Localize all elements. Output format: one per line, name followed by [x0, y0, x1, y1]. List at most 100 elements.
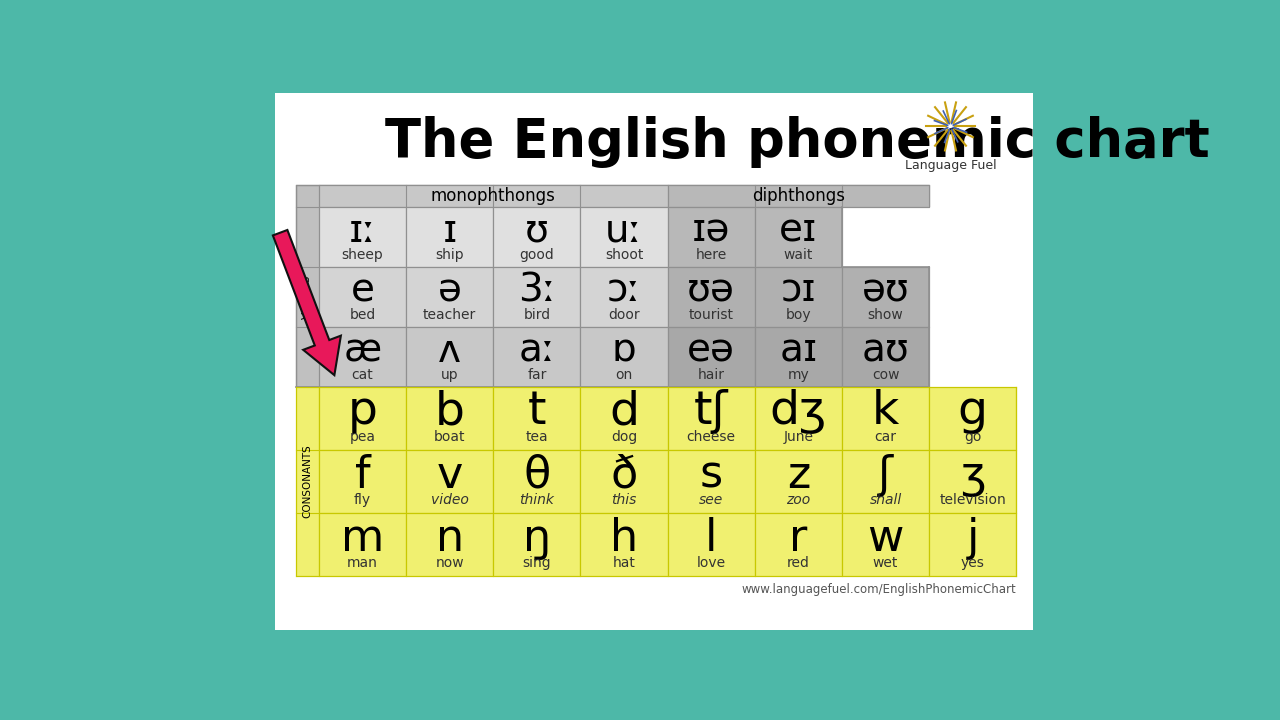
- Text: θ: θ: [524, 454, 550, 497]
- Bar: [580, 513, 668, 576]
- Bar: [493, 513, 580, 576]
- Text: m: m: [340, 517, 384, 559]
- Bar: [842, 327, 929, 387]
- Bar: [319, 387, 406, 450]
- FancyArrow shape: [273, 230, 340, 375]
- Text: on: on: [616, 368, 632, 382]
- Text: car: car: [874, 431, 896, 444]
- Text: cow: cow: [872, 368, 900, 382]
- Text: s: s: [700, 454, 723, 497]
- Text: f: f: [355, 454, 370, 497]
- Bar: [668, 513, 755, 576]
- Text: d: d: [609, 390, 639, 434]
- Bar: [319, 266, 406, 327]
- Text: æ: æ: [343, 332, 381, 369]
- Bar: [406, 327, 493, 387]
- Text: monophthongs: monophthongs: [431, 186, 556, 204]
- Text: ʊ: ʊ: [525, 212, 549, 250]
- Text: tourist: tourist: [689, 307, 733, 322]
- Text: eə: eə: [687, 332, 735, 369]
- Text: diphthongs: diphthongs: [751, 186, 845, 204]
- Bar: [493, 450, 580, 513]
- Text: p: p: [347, 390, 378, 434]
- Text: uː: uː: [605, 212, 643, 250]
- Text: z: z: [787, 454, 810, 497]
- Text: ʌ: ʌ: [438, 332, 461, 369]
- Text: CONSONANTS: CONSONANTS: [302, 444, 312, 518]
- Text: e: e: [351, 271, 375, 310]
- Text: sing: sing: [522, 557, 552, 570]
- Text: n: n: [435, 517, 463, 559]
- Bar: [668, 450, 755, 513]
- Bar: [319, 450, 406, 513]
- Text: ɪ: ɪ: [443, 212, 457, 250]
- Text: tea: tea: [526, 431, 548, 444]
- Text: my: my: [787, 368, 809, 382]
- Text: June: June: [783, 431, 813, 444]
- Bar: [580, 266, 668, 327]
- Text: cheese: cheese: [686, 431, 736, 444]
- Text: teacher: teacher: [422, 307, 476, 322]
- Bar: [319, 207, 406, 266]
- Bar: [319, 513, 406, 576]
- Text: www.languagefuel.com/EnglishPhonemicChart: www.languagefuel.com/EnglishPhonemicChar…: [741, 583, 1016, 596]
- Text: aʊ: aʊ: [861, 332, 910, 369]
- Text: zoo: zoo: [786, 493, 810, 508]
- Text: yes: yes: [961, 557, 984, 570]
- Text: ð: ð: [611, 454, 637, 497]
- Text: t: t: [527, 390, 547, 434]
- Bar: [580, 387, 668, 450]
- Text: dog: dog: [611, 431, 637, 444]
- Text: əʊ: əʊ: [861, 271, 910, 310]
- Text: fly: fly: [353, 493, 371, 508]
- Text: k: k: [872, 390, 900, 434]
- Text: this: this: [612, 493, 636, 508]
- Bar: [842, 513, 929, 576]
- Text: sheep: sheep: [342, 248, 383, 261]
- Text: here: here: [695, 248, 727, 261]
- Text: ɪə: ɪə: [692, 212, 731, 250]
- Text: aː: aː: [518, 332, 556, 369]
- Bar: [319, 185, 668, 207]
- Text: boat: boat: [434, 431, 466, 444]
- Text: red: red: [787, 557, 810, 570]
- Text: hair: hair: [698, 368, 724, 382]
- Text: love: love: [696, 557, 726, 570]
- Bar: [275, 93, 1033, 630]
- Text: ʃ: ʃ: [878, 454, 893, 497]
- Bar: [755, 450, 842, 513]
- Text: door: door: [608, 307, 640, 322]
- Text: bird: bird: [524, 307, 550, 322]
- Text: see: see: [699, 493, 723, 508]
- Bar: [842, 387, 929, 450]
- Bar: [755, 327, 842, 387]
- Bar: [755, 207, 842, 266]
- Text: now: now: [435, 557, 463, 570]
- Bar: [755, 266, 842, 327]
- Bar: [929, 513, 1016, 576]
- Bar: [842, 450, 929, 513]
- Text: 3ː: 3ː: [518, 271, 556, 310]
- Text: dʒ: dʒ: [769, 390, 827, 434]
- Bar: [319, 327, 406, 387]
- Text: video: video: [430, 493, 468, 508]
- Text: tʃ: tʃ: [694, 390, 728, 434]
- Text: ɔɪ: ɔɪ: [781, 271, 817, 310]
- Bar: [580, 450, 668, 513]
- Text: man: man: [347, 557, 378, 570]
- Text: shoot: shoot: [605, 248, 644, 261]
- Text: ʒ: ʒ: [960, 454, 986, 497]
- Bar: [755, 513, 842, 576]
- Text: b: b: [435, 390, 465, 434]
- Bar: [842, 266, 929, 327]
- Text: wait: wait: [783, 248, 813, 261]
- Text: bed: bed: [349, 307, 375, 322]
- Bar: [842, 207, 1016, 266]
- Text: g: g: [957, 390, 988, 434]
- Text: hat: hat: [613, 557, 635, 570]
- Text: w: w: [868, 517, 904, 559]
- Text: ɒ: ɒ: [612, 332, 636, 369]
- Bar: [929, 387, 1016, 450]
- Text: up: up: [440, 368, 458, 382]
- Text: ɔː: ɔː: [607, 271, 641, 310]
